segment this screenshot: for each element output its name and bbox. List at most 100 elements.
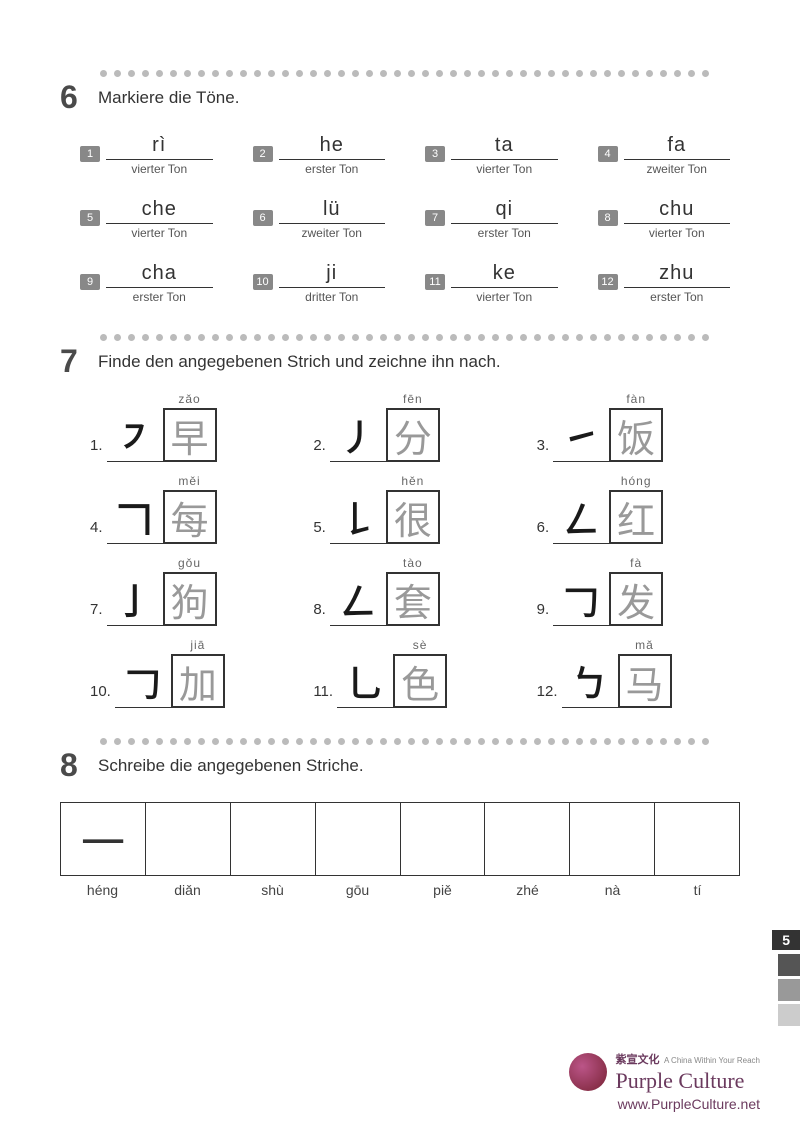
char-box: 每 xyxy=(163,490,217,544)
tone-number-badge: 11 xyxy=(425,274,445,290)
stroke-item: 4.𠃍měi每 xyxy=(90,490,283,544)
section-6-number: 6 xyxy=(60,79,88,116)
write-cell: 一 xyxy=(61,803,146,875)
tone-grid: 1rìvierter Ton2heerster Ton3tavierter To… xyxy=(60,134,740,314)
tone-item: 2 heerster Ton xyxy=(253,134,386,176)
logo-text: 紫宣文化 A China Within Your Reach Purple Cu… xyxy=(615,1050,760,1094)
tone-pinyin: lü xyxy=(279,198,386,224)
stroke-item-number: 6. xyxy=(537,519,550,536)
stroke-item-number: 10. xyxy=(90,683,111,700)
tone-pinyin: che xyxy=(106,198,213,224)
tone-description: erster Ton xyxy=(106,288,213,304)
tone-item: 9chaerster Ton xyxy=(80,262,213,304)
write-cell xyxy=(401,803,486,875)
section-7: 7 Finde den angegebenen Strich und zeich… xyxy=(60,334,740,718)
side-square xyxy=(778,979,800,1001)
tone-number-badge: 3 xyxy=(425,146,445,162)
tone-description: vierter Ton xyxy=(106,160,213,176)
stroke-item: 8.ㄥtào套 xyxy=(313,572,506,626)
stroke-item-number: 11. xyxy=(313,683,333,700)
tone-pinyin: cha xyxy=(106,262,213,288)
char-pinyin: fà xyxy=(609,556,663,570)
char-box: 饭 xyxy=(609,408,663,462)
footer-url: www.PurpleCulture.net xyxy=(569,1096,760,1112)
tone-number-badge: 7 xyxy=(425,210,445,226)
side-square xyxy=(778,954,800,976)
stroke-item-number: 7. xyxy=(90,601,103,618)
char-box: 狗 xyxy=(163,572,217,626)
logo-cn: 紫宣文化 xyxy=(615,1054,659,1066)
section-8-header: 8 Schreibe die angegebenen Striche. xyxy=(60,747,740,784)
stroke-shape: 𠃍 xyxy=(107,490,163,544)
section-7-header: 7 Finde den angegebenen Strich und zeich… xyxy=(60,343,740,380)
write-cell xyxy=(231,803,316,875)
write-cell xyxy=(570,803,655,875)
tone-number-badge: 4 xyxy=(598,146,618,162)
stroke-item: 10.𠃌jiā加 xyxy=(90,654,283,708)
section-6-dots xyxy=(60,70,740,77)
tone-description: vierter Ton xyxy=(106,224,213,240)
tone-number-badge: 10 xyxy=(253,274,273,290)
stroke-item-number: 9. xyxy=(537,601,550,618)
stroke-item: 2.丿fēn分 xyxy=(313,408,506,462)
stroke-shape: ㄅ xyxy=(562,654,618,708)
char-pinyin: hěn xyxy=(386,474,440,488)
stroke-item-number: 2. xyxy=(313,437,326,454)
write-label: héng xyxy=(60,882,145,898)
write-cell xyxy=(146,803,231,875)
section-8-title: Schreibe die angegebenen Striche. xyxy=(98,756,364,776)
stroke-item: 12.ㄅmǎ马 xyxy=(537,654,730,708)
tone-number-badge: 2 xyxy=(253,146,273,162)
char-box: 加 xyxy=(171,654,225,708)
side-square xyxy=(778,1004,800,1026)
tone-description: vierter Ton xyxy=(451,288,558,304)
char-pinyin: fàn xyxy=(609,392,663,406)
tone-number-badge: 6 xyxy=(253,210,273,226)
char-box: 早 xyxy=(163,408,217,462)
tone-number-badge: 12 xyxy=(598,274,618,290)
tone-description: erster Ton xyxy=(279,160,386,176)
section-6-title: Markiere die Töne. xyxy=(98,88,239,108)
char-pinyin: sè xyxy=(393,638,447,652)
write-label: diǎn xyxy=(145,882,230,898)
stroke-shape: 丿 xyxy=(330,408,386,462)
tone-item: 6 lüzweiter Ton xyxy=(253,198,386,240)
tone-pinyin: ji xyxy=(279,262,386,288)
footer-logo: 紫宣文化 A China Within Your Reach Purple Cu… xyxy=(569,1050,760,1094)
stroke-shape: ㇇ xyxy=(107,408,163,462)
tone-description: vierter Ton xyxy=(624,224,731,240)
tone-item: 10 jidritter Ton xyxy=(253,262,386,304)
char-box: 红 xyxy=(609,490,663,544)
tone-item: 3tavierter Ton xyxy=(425,134,558,176)
logo-english: Purple Culture xyxy=(615,1068,760,1094)
footer: 紫宣文化 A China Within Your Reach Purple Cu… xyxy=(569,1050,760,1112)
worksheet-page: 6 Markiere die Töne. 1rìvierter Ton2heer… xyxy=(0,0,800,898)
tone-item: 8chuvierter Ton xyxy=(598,198,731,240)
tone-number-badge: 5 xyxy=(80,210,100,226)
char-pinyin: tào xyxy=(386,556,440,570)
tone-item: 12zhuerster Ton xyxy=(598,262,731,304)
tone-pinyin: ke xyxy=(451,262,558,288)
section-7-number: 7 xyxy=(60,343,88,380)
stroke-item-number: 5. xyxy=(313,519,326,536)
write-label: tí xyxy=(655,882,740,898)
write-label: shù xyxy=(230,882,315,898)
tone-pinyin: he xyxy=(279,134,386,160)
char-pinyin: zǎo xyxy=(163,392,217,406)
section-8: 8 Schreibe die angegebenen Striche. 一 hé… xyxy=(60,738,740,898)
stroke-item-number: 12. xyxy=(537,683,558,700)
tone-pinyin: rì xyxy=(106,134,213,160)
tone-description: zweiter Ton xyxy=(279,224,386,240)
page-number: 5 xyxy=(772,930,800,950)
tone-description: dritter Ton xyxy=(279,288,386,304)
tone-pinyin: ta xyxy=(451,134,558,160)
char-box: 套 xyxy=(386,572,440,626)
write-label: zhé xyxy=(485,882,570,898)
char-box: 色 xyxy=(393,654,447,708)
char-pinyin: mǎ xyxy=(618,638,672,652)
stroke-shape: 乚 xyxy=(337,654,393,708)
stroke-item: 7.亅gǒu狗 xyxy=(90,572,283,626)
write-cell xyxy=(655,803,740,875)
stroke-item-number: 3. xyxy=(537,437,550,454)
page-side-marker: 5 xyxy=(772,930,800,1029)
